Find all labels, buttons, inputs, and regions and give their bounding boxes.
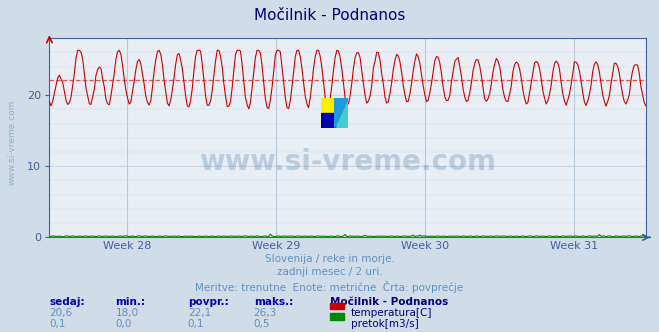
Text: Week 29: Week 29 bbox=[252, 241, 301, 251]
Polygon shape bbox=[335, 98, 349, 128]
Text: Močilnik - Podnanos: Močilnik - Podnanos bbox=[330, 297, 447, 307]
Text: povpr.:: povpr.: bbox=[188, 297, 229, 307]
Text: min.:: min.: bbox=[115, 297, 146, 307]
Bar bbox=[321, 113, 335, 128]
Text: 26,3: 26,3 bbox=[254, 308, 277, 318]
Text: zadnji mesec / 2 uri.: zadnji mesec / 2 uri. bbox=[277, 267, 382, 277]
Text: Meritve: trenutne  Enote: metrične  Črta: povprečje: Meritve: trenutne Enote: metrične Črta: … bbox=[195, 281, 464, 292]
Text: www.si-vreme.com: www.si-vreme.com bbox=[8, 100, 17, 186]
Text: Week 28: Week 28 bbox=[103, 241, 151, 251]
Text: pretok[m3/s]: pretok[m3/s] bbox=[351, 319, 418, 329]
Text: 0,1: 0,1 bbox=[49, 319, 66, 329]
Bar bbox=[321, 98, 335, 113]
Text: temperatura[C]: temperatura[C] bbox=[351, 308, 432, 318]
Text: www.si-vreme.com: www.si-vreme.com bbox=[199, 148, 496, 176]
Text: 0,5: 0,5 bbox=[254, 319, 270, 329]
Text: Week 31: Week 31 bbox=[550, 241, 598, 251]
Text: Močilnik - Podnanos: Močilnik - Podnanos bbox=[254, 8, 405, 23]
Text: Week 30: Week 30 bbox=[401, 241, 449, 251]
Text: 20,6: 20,6 bbox=[49, 308, 72, 318]
Polygon shape bbox=[335, 98, 349, 128]
Text: 18,0: 18,0 bbox=[115, 308, 138, 318]
Text: Slovenija / reke in morje.: Slovenija / reke in morje. bbox=[264, 254, 395, 264]
Text: maks.:: maks.: bbox=[254, 297, 293, 307]
Text: 0,0: 0,0 bbox=[115, 319, 132, 329]
Text: sedaj:: sedaj: bbox=[49, 297, 85, 307]
Text: 0,1: 0,1 bbox=[188, 319, 204, 329]
Text: 22,1: 22,1 bbox=[188, 308, 211, 318]
